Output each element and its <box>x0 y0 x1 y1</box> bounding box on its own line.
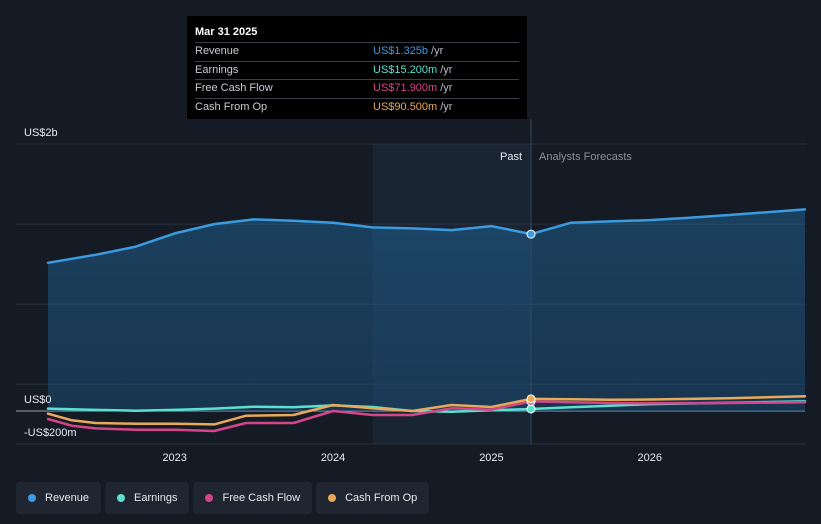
tooltip-label: Earnings <box>195 63 239 76</box>
point-revenue <box>526 229 536 239</box>
axis-labels: US$2b US$0 -US$200m 2023 2024 2025 2026 <box>24 127 662 464</box>
legend-item-revenue[interactable]: Revenue <box>16 482 102 514</box>
legend-label: Cash From Op <box>345 492 418 504</box>
revenue-area-fill <box>48 209 805 411</box>
x-tick-label: 2025 <box>479 452 503 464</box>
tooltip-value: US$90.500m <box>373 100 438 113</box>
legend-dot-icon <box>28 494 36 502</box>
tooltip-row-free-cash-flow: Free Cash Flow US$71.900m /yr <box>195 79 519 98</box>
x-tick-label: 2026 <box>638 452 662 464</box>
legend: Revenue Earnings Free Cash Flow Cash Fro… <box>16 482 430 514</box>
legend-item-earnings[interactable]: Earnings <box>105 482 190 514</box>
legend-dot-icon <box>117 494 126 502</box>
revenue-area <box>48 209 805 411</box>
tooltip-row-earnings: Earnings US$15.200m /yr <box>195 60 519 80</box>
legend-item-cash-from-op[interactable]: Cash From Op <box>316 482 430 514</box>
point-earnings <box>526 404 536 414</box>
tooltip-value: US$71.900m <box>373 82 438 94</box>
x-tick-label: 2024 <box>321 452 345 464</box>
tooltip-unit: /yr <box>440 82 453 94</box>
series-points <box>526 229 536 414</box>
legend-label: Earnings <box>134 492 178 504</box>
series-line-cash-from-op <box>46 395 807 426</box>
series-line-free-cash-flow <box>46 400 807 433</box>
forecast-label: Analysts Forecasts <box>539 151 632 163</box>
point-cash-from-op <box>526 394 536 404</box>
series-lines <box>46 208 807 433</box>
legend-item-free-cash-flow[interactable]: Free Cash Flow <box>193 482 313 514</box>
tooltip-label: Revenue <box>195 45 240 57</box>
legend-label: Free Cash Flow <box>222 492 301 504</box>
tooltip-label: Cash From Op <box>195 100 268 113</box>
y-tick-label: -US$200m <box>24 427 77 439</box>
tooltip-date: Mar 31 2025 <box>195 26 258 38</box>
past-label: Past <box>500 151 522 163</box>
tooltip-unit: /yr <box>440 63 453 76</box>
series-line-revenue <box>46 208 807 265</box>
y-tick-label: US$2b <box>24 127 58 139</box>
legend-dot-icon <box>328 494 337 502</box>
chart-area: US$2b US$0 -US$200m 2023 2024 2025 2026 Past A… <box>16 119 807 464</box>
x-tick-label: 2023 <box>162 452 186 464</box>
tooltip-label: Free Cash Flow <box>195 82 273 94</box>
y-tick-label: US$0 <box>24 394 52 406</box>
tooltip: Mar 31 2025 Revenue US$1.325b /yr Earnin… <box>187 16 527 119</box>
tooltip-unit: /yr <box>440 100 453 113</box>
legend-dot-icon <box>205 494 214 502</box>
tooltip-row-revenue: Revenue US$1.325b /yr <box>195 42 519 61</box>
tooltip-value: US$1.325b <box>373 45 429 57</box>
tooltip-unit: /yr <box>431 45 444 57</box>
tooltip-row-cash-from-op: Cash From Op US$90.500m /yr <box>195 97 519 117</box>
legend-label: Revenue <box>45 492 90 504</box>
tooltip-value: US$15.200m <box>373 63 438 76</box>
